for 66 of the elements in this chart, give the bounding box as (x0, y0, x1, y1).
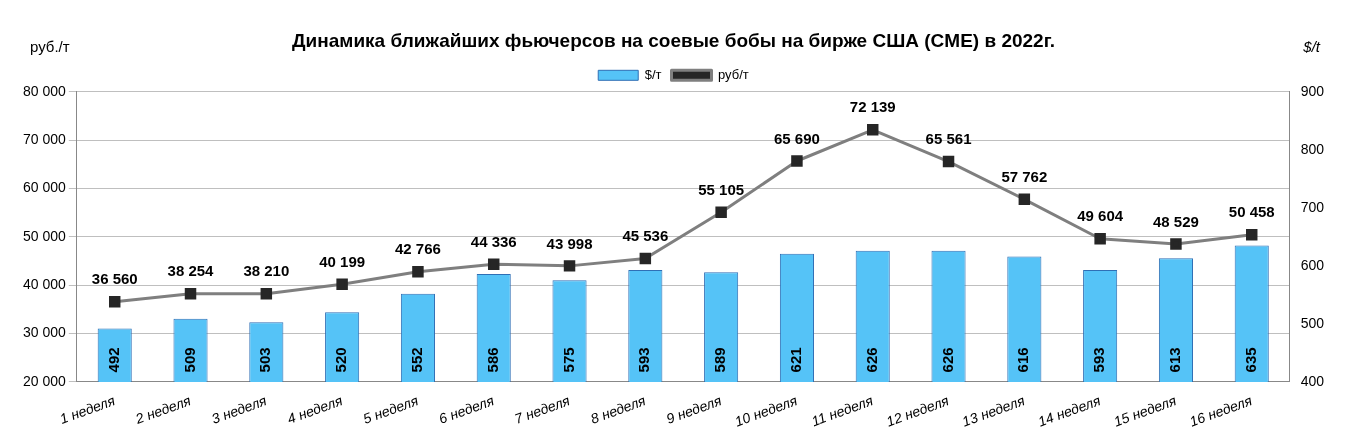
data-label: 40 199 (319, 252, 366, 270)
y2-tick-label: 400 (1300, 372, 1325, 389)
data-label: 552 (408, 347, 426, 373)
data-label: 586 (483, 347, 501, 373)
x-tick-label: 5 неделя (360, 392, 421, 427)
x-tick-label: 6 неделя (436, 392, 497, 427)
x-tick-label: 3 неделя (209, 392, 270, 427)
data-label: 635 (1241, 347, 1259, 373)
x-tick-label: 10 неделя (732, 392, 800, 430)
data-label: 575 (559, 347, 577, 373)
legend-label: руб/т (718, 66, 749, 82)
data-label: 520 (332, 347, 350, 373)
data-label: 626 (862, 347, 880, 373)
x-tick-label: 12 неделя (884, 392, 952, 430)
y2-axis-title: $/t (1302, 38, 1321, 56)
data-label: 42 766 (394, 240, 441, 258)
data-label: 503 (256, 347, 274, 373)
data-label: 589 (711, 347, 729, 373)
y-axis-title: руб./т (30, 38, 70, 56)
data-label: 55 105 (698, 180, 745, 198)
y2-tick-label: 500 (1300, 314, 1325, 331)
x-tick-label: 2 неделя (132, 392, 194, 428)
x-tick-label: 9 неделя (664, 392, 724, 427)
data-label: 38 254 (167, 262, 215, 280)
y2-tick-label: 800 (1300, 140, 1325, 157)
data-label: 43 998 (546, 234, 593, 252)
data-label: 593 (635, 347, 653, 373)
data-label: 65 561 (925, 130, 972, 148)
data-label: 72 139 (849, 98, 896, 116)
data-label: 38 210 (243, 262, 290, 280)
data-label: 45 536 (622, 227, 669, 245)
y-tick-label: 50 000 (22, 227, 67, 244)
data-label: 57 762 (1001, 167, 1048, 185)
data-label: 65 690 (773, 129, 820, 147)
data-label: 613 (1166, 347, 1184, 373)
x-tick-label: 4 неделя (285, 392, 345, 427)
x-tick-label: 7 неделя (512, 392, 573, 427)
legend-label: $/т (644, 66, 662, 82)
y-tick-label: 30 000 (22, 324, 67, 341)
chart-title: Динамика ближайших фьючерсов на соевые бобы на бирже США (CME) в 2022г. (292, 29, 1055, 51)
data-label: 626 (938, 347, 956, 373)
data-label: 616 (1014, 347, 1032, 373)
x-tick-label: 11 неделя (809, 392, 876, 430)
data-label: 509 (180, 347, 198, 373)
y2-tick-label: 900 (1300, 82, 1325, 99)
data-label: 48 529 (1152, 212, 1199, 230)
y-tick-label: 60 000 (22, 179, 67, 196)
y2-tick-label: 600 (1300, 256, 1325, 273)
data-label: 492 (104, 347, 122, 373)
y-tick-label: 80 000 (22, 82, 67, 99)
data-label: 50 458 (1228, 203, 1275, 221)
x-tick-label: 15 неделя (1111, 392, 1179, 430)
y-tick-label: 40 000 (22, 276, 67, 293)
data-label: 36 560 (91, 270, 138, 288)
data-label: 49 604 (1077, 207, 1124, 225)
x-tick-label: 13 неделя (959, 392, 1028, 430)
x-tick-label: 8 неделя (588, 392, 649, 427)
x-tick-label: 16 неделя (1187, 392, 1255, 430)
y-tick-label: 20 000 (22, 372, 67, 389)
data-label: 593 (1090, 347, 1108, 373)
x-tick-label: 1 неделя (57, 392, 118, 427)
x-tick-label: 14 неделя (1035, 392, 1103, 430)
data-label: 621 (787, 347, 805, 373)
y-tick-label: 70 000 (22, 131, 67, 148)
y2-tick-label: 700 (1300, 198, 1325, 215)
data-label: 44 336 (470, 232, 517, 250)
